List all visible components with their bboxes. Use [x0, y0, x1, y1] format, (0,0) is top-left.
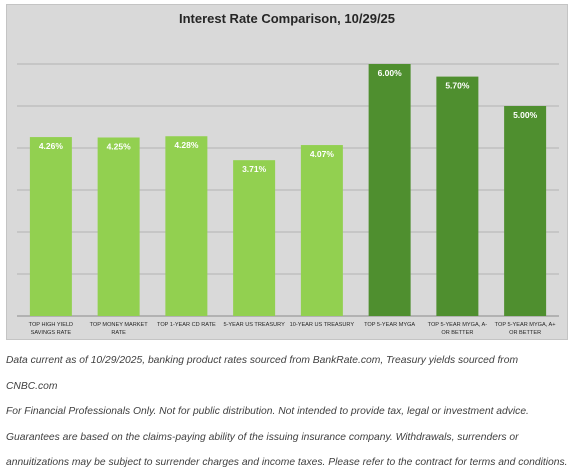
- bar-chart: 4.26% TOP HIGH YIELD SAVINGS RATE 4.25% TOP …: [17, 63, 559, 336]
- data-label: 5.00%: [513, 110, 538, 120]
- data-label: 4.07%: [310, 149, 335, 159]
- chart-title: Interest Rate Comparison, 10/29/25: [178, 11, 396, 26]
- category-tick-label: 5-YEAR US TREASURY: [223, 322, 285, 328]
- category-tick-label: TOP 5-YEAR MYGA: [364, 322, 415, 328]
- bar: [29, 137, 72, 316]
- category-tick-label: TOP MONEY MARKET RATE: [90, 322, 149, 336]
- data-label: 6.00%: [378, 68, 403, 78]
- bar: [300, 145, 343, 316]
- bar: [368, 64, 411, 316]
- category-tick-label: TOP 5-YEAR MYGA, A-OR BETTER: [428, 322, 488, 336]
- footnotes: Data current as of 10/29/2025, banking p…: [6, 348, 572, 476]
- data-label: 4.26%: [39, 141, 64, 151]
- bar: [233, 160, 276, 316]
- category-tick-label: 10-YEAR US TREASURY: [290, 322, 355, 328]
- data-label: 4.25%: [107, 142, 132, 152]
- bar: [165, 136, 208, 316]
- data-label: 3.71%: [242, 164, 267, 174]
- category-tick-label: TOP 1-YEAR CD RATE: [157, 322, 216, 328]
- bar: [97, 137, 140, 316]
- category-tick-label: TOP 5-YEAR MYGA, A+ OR BETTER: [495, 322, 556, 336]
- data-label: 5.70%: [445, 81, 470, 91]
- data-source-note: Data current as of 10/29/2025, banking p…: [6, 355, 519, 392]
- disclaimer-text: For Financial Professionals Only. Not fo…: [6, 406, 568, 468]
- bar: [436, 76, 479, 316]
- bar: [504, 106, 547, 316]
- category-tick-label: TOP HIGH YIELD SAVINGS RATE: [29, 322, 73, 336]
- chart-container: Interest Rate Comparison, 10/29/25 4.26%…: [6, 4, 568, 340]
- data-label: 4.28%: [174, 140, 199, 150]
